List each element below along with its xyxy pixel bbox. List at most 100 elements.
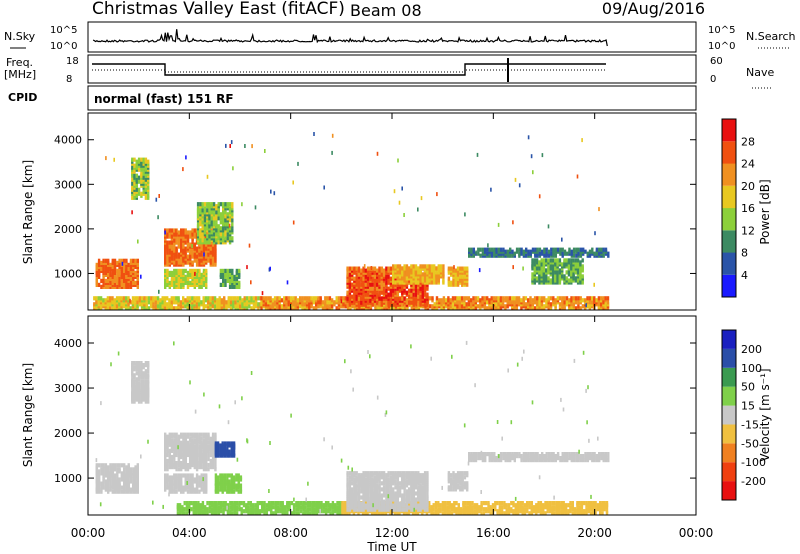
data-cell	[364, 282, 367, 287]
data-cell	[396, 264, 399, 269]
data-cell	[164, 282, 167, 287]
data-cell	[570, 249, 573, 254]
nave-tick-high: 60	[710, 56, 723, 67]
velocity-cells	[95, 340, 610, 516]
data-cell	[412, 270, 415, 275]
data-cell	[239, 300, 242, 305]
data-cell	[95, 262, 98, 267]
data-cell	[459, 507, 463, 512]
data-cell	[111, 306, 114, 311]
data-cell	[456, 266, 460, 271]
data-cell	[222, 278, 225, 283]
data-cell	[189, 432, 192, 437]
data-cell	[136, 479, 139, 484]
data-cell	[292, 509, 296, 514]
data-cell	[576, 258, 580, 263]
data-cell	[565, 270, 568, 275]
data-cell	[495, 302, 498, 307]
data-cell	[457, 511, 460, 516]
data-cell	[509, 253, 512, 258]
data-cell	[132, 471, 135, 476]
data-cell	[215, 210, 218, 215]
data-cell	[230, 473, 233, 478]
data-cell	[357, 511, 360, 516]
data-cell	[93, 302, 96, 307]
noise-cell	[487, 243, 489, 248]
data-cell	[191, 268, 194, 273]
data-cell	[327, 507, 330, 512]
data-cell	[226, 507, 230, 512]
data-cell	[424, 296, 427, 301]
data-cell	[206, 507, 209, 512]
data-cell	[147, 379, 150, 384]
data-cell	[212, 212, 216, 217]
data-cell	[425, 511, 429, 516]
data-cell	[380, 296, 383, 301]
data-cell	[600, 247, 603, 252]
data-cell	[200, 300, 203, 305]
data-cell	[207, 463, 210, 468]
data-cell	[479, 304, 482, 309]
data-cell	[449, 298, 452, 303]
data-cell	[173, 473, 176, 478]
data-cell	[140, 361, 143, 366]
data-cell	[423, 276, 427, 281]
noise-cell	[269, 297, 271, 302]
data-cell	[180, 234, 183, 239]
data-cell	[231, 511, 234, 516]
data-cell	[231, 282, 234, 287]
data-cell	[515, 247, 519, 252]
noise-cell	[512, 220, 514, 225]
data-cell	[173, 256, 176, 261]
data-cell	[208, 501, 211, 506]
data-cell	[201, 234, 204, 239]
data-cell	[319, 296, 322, 301]
data-cell	[144, 157, 148, 162]
data-cell	[328, 300, 332, 305]
noise-cell	[121, 261, 124, 266]
data-cell	[245, 300, 249, 305]
nsky-panel: N.Sky 10^5 10^0 10^5 10^0 N.Search	[4, 21, 796, 53]
data-cell	[463, 274, 467, 279]
data-cell	[120, 280, 124, 285]
data-cell	[248, 304, 251, 309]
data-cell	[472, 247, 475, 252]
data-cell	[401, 282, 404, 287]
data-cell	[450, 266, 453, 271]
data-cell	[294, 296, 297, 301]
data-cell	[217, 240, 220, 245]
data-cell	[481, 247, 485, 252]
data-cell	[133, 157, 136, 162]
data-cell	[109, 280, 112, 285]
data-cell	[414, 264, 418, 269]
data-cell	[547, 296, 550, 301]
data-cell	[577, 247, 580, 252]
data-cell	[419, 274, 422, 279]
data-cell	[231, 268, 234, 273]
data-cell	[175, 300, 178, 305]
data-cell	[210, 220, 213, 225]
data-cell	[95, 463, 98, 468]
data-cell	[159, 298, 162, 303]
data-cell	[457, 503, 460, 508]
data-cell	[223, 441, 227, 446]
data-cell	[135, 187, 138, 192]
noise-cell	[475, 250, 477, 255]
noise-cell	[286, 280, 289, 285]
data-cell	[401, 266, 404, 271]
data-cell	[226, 278, 229, 283]
data-cell	[565, 296, 569, 301]
data-cell	[170, 296, 173, 301]
data-cell	[132, 467, 135, 472]
data-cell	[97, 268, 101, 273]
data-cell	[590, 300, 594, 305]
data-cell	[203, 216, 207, 221]
data-cell	[464, 501, 467, 506]
data-cell	[535, 258, 539, 263]
data-cell	[348, 511, 351, 516]
data-cell	[567, 258, 571, 263]
data-cell	[490, 247, 494, 252]
nave-tick-low: 0	[710, 74, 716, 85]
data-cell	[236, 296, 240, 301]
data-cell	[185, 501, 189, 506]
